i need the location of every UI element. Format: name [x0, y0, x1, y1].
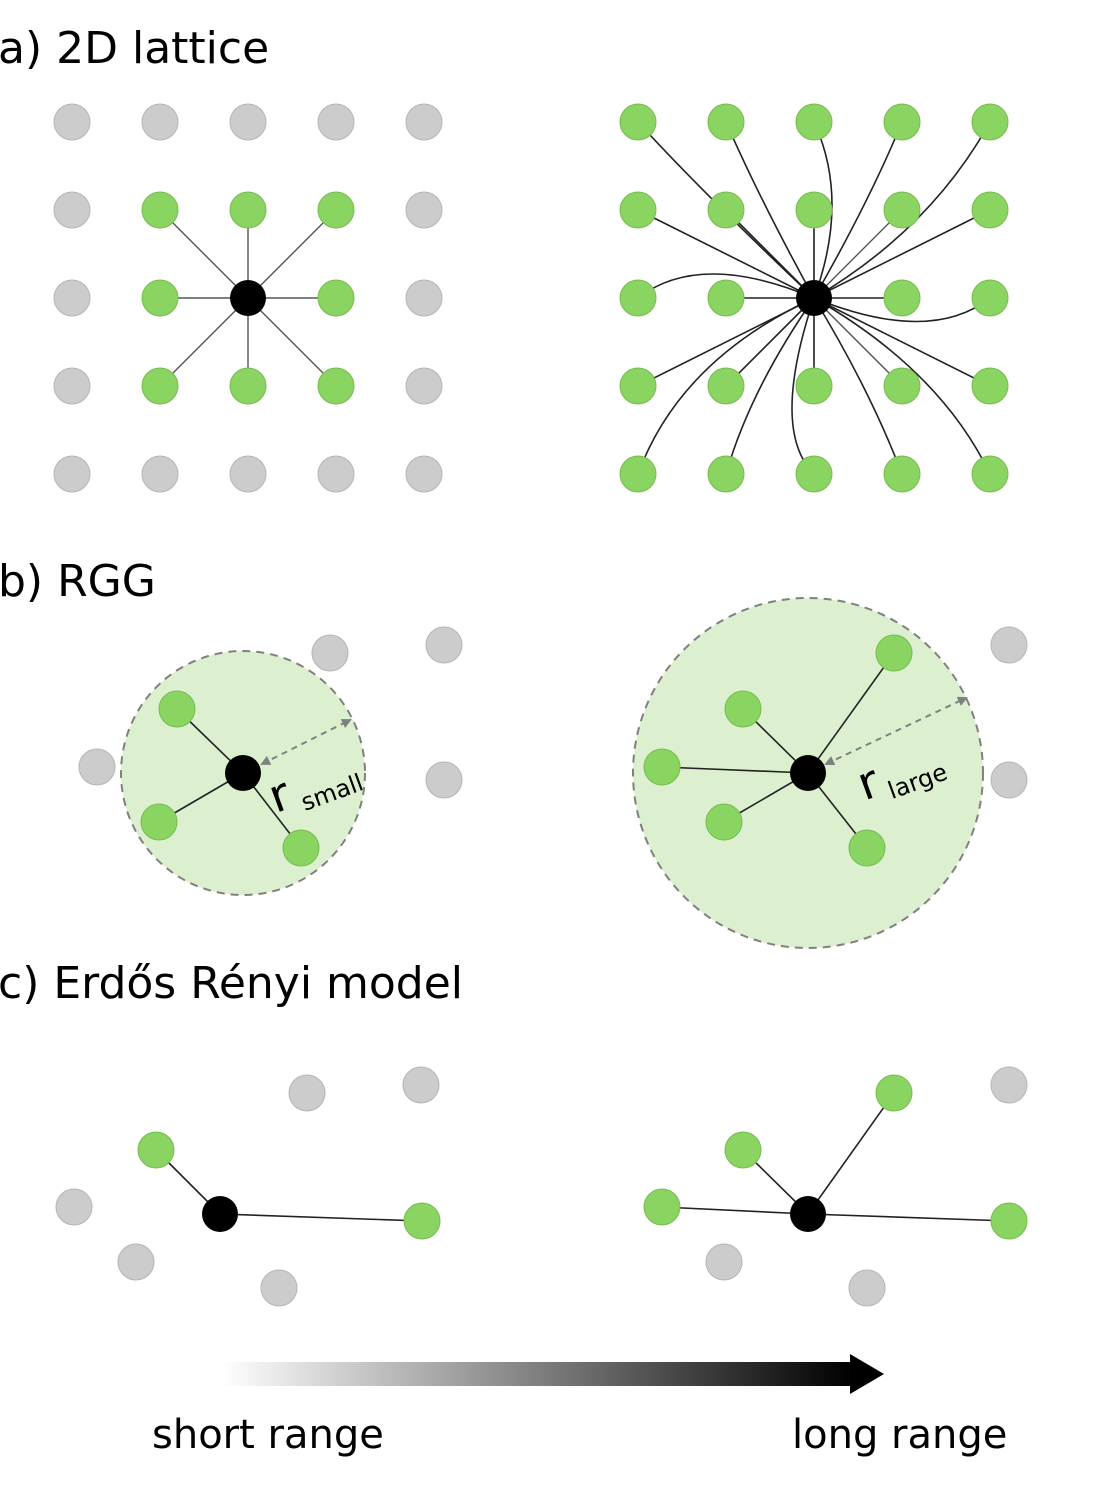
green-node — [317, 367, 355, 405]
green-node — [707, 279, 745, 317]
lattice-short-range — [53, 103, 443, 493]
erdos-renyi-short — [55, 1066, 441, 1307]
green-node — [619, 103, 657, 141]
short-range-label: short range — [152, 1412, 384, 1458]
green-node — [141, 367, 179, 405]
gray-node — [848, 1269, 886, 1307]
green-node — [158, 690, 196, 728]
radius-arrow-small — [260, 719, 352, 765]
gray-node — [53, 455, 91, 493]
green-node — [795, 103, 833, 141]
section-a-title: a) 2D lattice — [0, 23, 269, 74]
green-node — [229, 191, 267, 229]
gray-node — [229, 103, 267, 141]
gray-node — [53, 367, 91, 405]
green-node — [724, 1131, 762, 1169]
gray-node — [317, 103, 355, 141]
rgg-small-radius: r small — [78, 626, 463, 896]
gray-node — [405, 455, 443, 493]
green-node — [619, 191, 657, 229]
lattice-long-range — [619, 103, 1009, 493]
gray-node — [990, 761, 1028, 799]
green-node — [883, 103, 921, 141]
gray-node — [53, 279, 91, 317]
gray-node — [405, 103, 443, 141]
green-node — [971, 191, 1009, 229]
gray-node — [317, 455, 355, 493]
green-node — [141, 191, 179, 229]
green-node — [795, 367, 833, 405]
green-node — [795, 455, 833, 493]
gray-node — [229, 455, 267, 493]
gray-node — [425, 626, 463, 664]
green-node — [643, 748, 681, 786]
green-node — [140, 803, 178, 841]
gray-node — [141, 103, 179, 141]
range-arrow — [222, 1354, 884, 1394]
green-node — [643, 1188, 681, 1226]
green-node — [707, 191, 745, 229]
green-node — [971, 367, 1009, 405]
green-node — [707, 367, 745, 405]
center-node — [796, 280, 832, 316]
gray-node — [405, 191, 443, 229]
gray-node — [53, 191, 91, 229]
green-node — [875, 634, 913, 672]
rgg-large-radius: r large — [632, 597, 1028, 949]
range-arrowhead — [850, 1354, 884, 1394]
green-node — [990, 1202, 1028, 1240]
green-node — [971, 279, 1009, 317]
green-node — [848, 829, 886, 867]
center-node — [230, 280, 266, 316]
green-node — [883, 367, 921, 405]
gray-node — [53, 103, 91, 141]
green-node — [971, 103, 1009, 141]
green-node — [795, 191, 833, 229]
gray-node — [405, 279, 443, 317]
gray-node — [117, 1243, 155, 1281]
green-node — [141, 279, 179, 317]
gray-node — [78, 748, 116, 786]
gray-node — [705, 1243, 743, 1281]
green-node — [971, 455, 1009, 493]
range-gradient-bar — [222, 1362, 852, 1386]
center-node — [202, 1196, 238, 1232]
gray-node — [260, 1269, 298, 1307]
gray-node — [405, 367, 443, 405]
gray-node — [311, 634, 349, 672]
gray-node — [990, 626, 1028, 664]
long-range-label: long range — [792, 1412, 1007, 1458]
erdos-renyi-long — [643, 1066, 1028, 1307]
center-node — [790, 755, 826, 791]
center-node — [225, 755, 261, 791]
radius-arrow-large — [824, 696, 968, 766]
green-node — [619, 455, 657, 493]
green-node — [137, 1131, 175, 1169]
green-node — [403, 1202, 441, 1240]
green-node — [317, 191, 355, 229]
gray-node — [141, 455, 179, 493]
gray-node — [402, 1066, 440, 1104]
gray-node — [288, 1074, 326, 1112]
green-node — [875, 1074, 913, 1112]
section-b-title: b) RGG — [0, 556, 156, 607]
gray-node — [55, 1188, 93, 1226]
gray-node — [425, 761, 463, 799]
section-c-title: c) Erdős Rényi model — [0, 958, 463, 1009]
green-node — [317, 279, 355, 317]
green-node — [705, 803, 743, 841]
green-node — [229, 367, 267, 405]
green-node — [707, 103, 745, 141]
green-node — [883, 191, 921, 229]
green-node — [883, 455, 921, 493]
green-node — [619, 279, 657, 317]
green-node — [282, 829, 320, 867]
green-node — [724, 690, 762, 728]
green-node — [707, 455, 745, 493]
gray-node — [990, 1066, 1028, 1104]
center-node — [790, 1196, 826, 1232]
green-node — [883, 279, 921, 317]
green-node — [619, 367, 657, 405]
